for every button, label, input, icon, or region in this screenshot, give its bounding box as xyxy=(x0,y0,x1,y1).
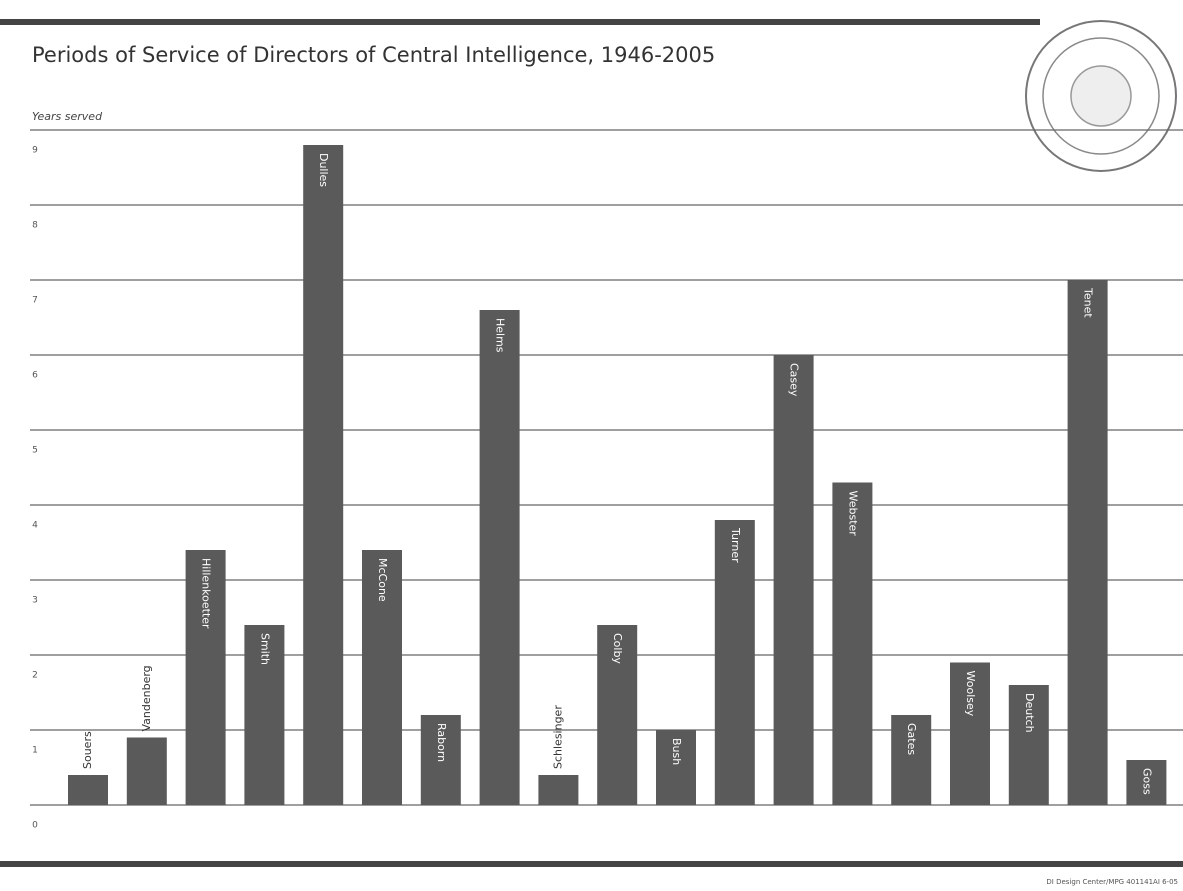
credit: DI Design Center/MPG 401141AI 6-05 xyxy=(1046,878,1178,886)
seal-inner xyxy=(1042,37,1160,155)
bar-label: Webster xyxy=(846,491,859,537)
bar xyxy=(714,520,755,805)
bar xyxy=(950,662,990,805)
bar-label: Gates xyxy=(905,723,918,755)
bar-label: Souers xyxy=(81,731,94,769)
bar xyxy=(68,775,108,805)
y-tick-label: 2 xyxy=(32,671,38,681)
bar xyxy=(362,550,402,805)
bar xyxy=(1067,280,1108,805)
y-tick-label: 0 xyxy=(32,821,38,831)
bar xyxy=(420,715,461,805)
bar-label: Goss xyxy=(1140,768,1153,795)
bar-label: Casey xyxy=(788,363,801,397)
bar-label: Colby xyxy=(611,633,624,664)
bar xyxy=(773,355,814,805)
bar xyxy=(538,775,579,805)
y-tick-label: 6 xyxy=(32,371,38,381)
bar-label: Bush xyxy=(670,738,683,765)
y-tick-label: 9 xyxy=(32,146,38,156)
bar-label: Smith xyxy=(258,633,271,665)
bar-label: McCone xyxy=(376,558,389,602)
bar-label: Dulles xyxy=(317,153,330,187)
bar-label: Woolsey xyxy=(964,671,977,717)
bar xyxy=(1008,685,1049,805)
y-tick-label: 7 xyxy=(32,296,38,306)
chart-title: Periods of Service of Directors of Centr… xyxy=(32,43,715,67)
bar xyxy=(891,715,932,805)
bar xyxy=(656,730,696,805)
y-axis-label: Years served xyxy=(32,110,103,123)
y-tick-label: 4 xyxy=(32,521,38,531)
bar-label: Deutch xyxy=(1023,693,1036,733)
bar-label: Turner xyxy=(729,527,742,563)
bar-label: Hillenkoetter xyxy=(200,558,213,629)
y-tick-label: 5 xyxy=(32,446,38,456)
bar xyxy=(597,625,638,805)
bar xyxy=(303,145,344,805)
bar-label: Schlesinger xyxy=(551,705,564,769)
bar-label: Tenet xyxy=(1082,287,1095,318)
y-tick-label: 1 xyxy=(32,746,38,756)
bar xyxy=(479,310,520,805)
bar-label: Helms xyxy=(494,318,507,353)
seal-shield xyxy=(1070,65,1132,127)
bar xyxy=(126,737,167,805)
bar-label: Vandenberg xyxy=(140,665,153,731)
bar xyxy=(1126,760,1167,805)
bar xyxy=(832,482,873,805)
y-tick-label: 8 xyxy=(32,221,38,231)
bar xyxy=(244,625,285,805)
bar xyxy=(185,550,226,805)
seal xyxy=(1025,20,1177,172)
y-tick-label: 3 xyxy=(32,596,38,606)
bar-label: Raborn xyxy=(435,723,448,762)
